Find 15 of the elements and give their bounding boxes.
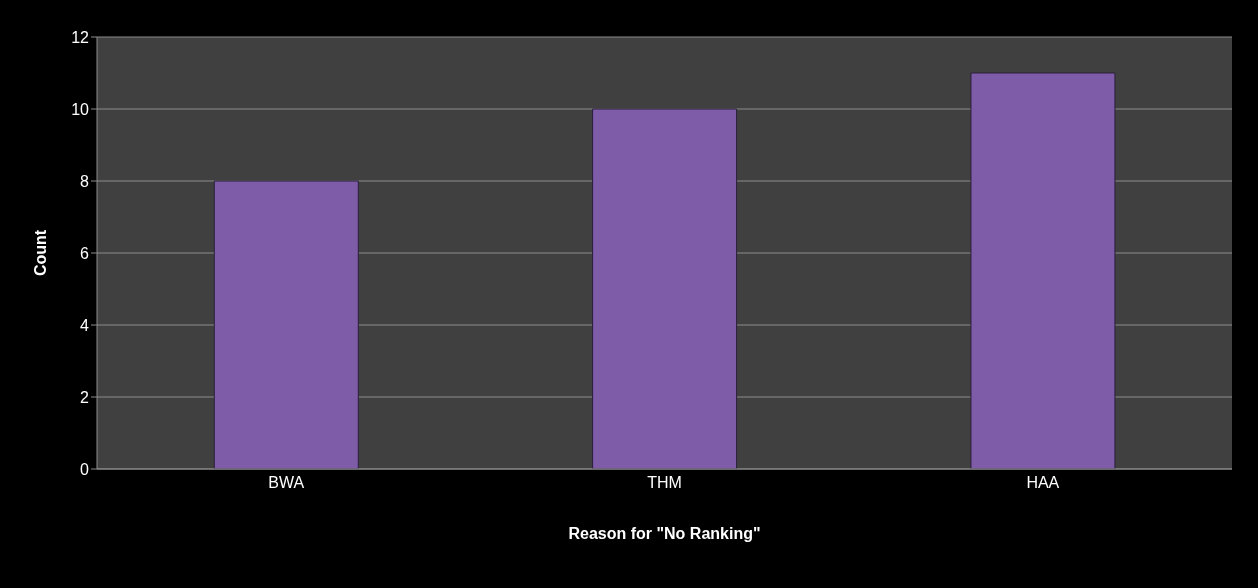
y-tick-label: 6	[80, 244, 90, 262]
y-tick-label: 4	[80, 316, 90, 334]
y-tick-label: 12	[71, 28, 90, 46]
bar	[970, 72, 1116, 469]
y-axis-title: Count	[31, 229, 49, 277]
x-axis-title: Reason for "No Ranking"	[568, 525, 761, 542]
bar	[213, 180, 359, 469]
y-tick-label: 10	[71, 100, 90, 118]
y-tick-label: 8	[80, 172, 90, 190]
x-tick-label: HAA	[1026, 474, 1060, 492]
y-tick-label: 0	[80, 460, 90, 478]
y-tick-label: 2	[80, 388, 90, 406]
bar	[592, 108, 738, 469]
x-tick-label: THM	[647, 474, 682, 492]
x-tick-label: BWA	[268, 474, 305, 492]
